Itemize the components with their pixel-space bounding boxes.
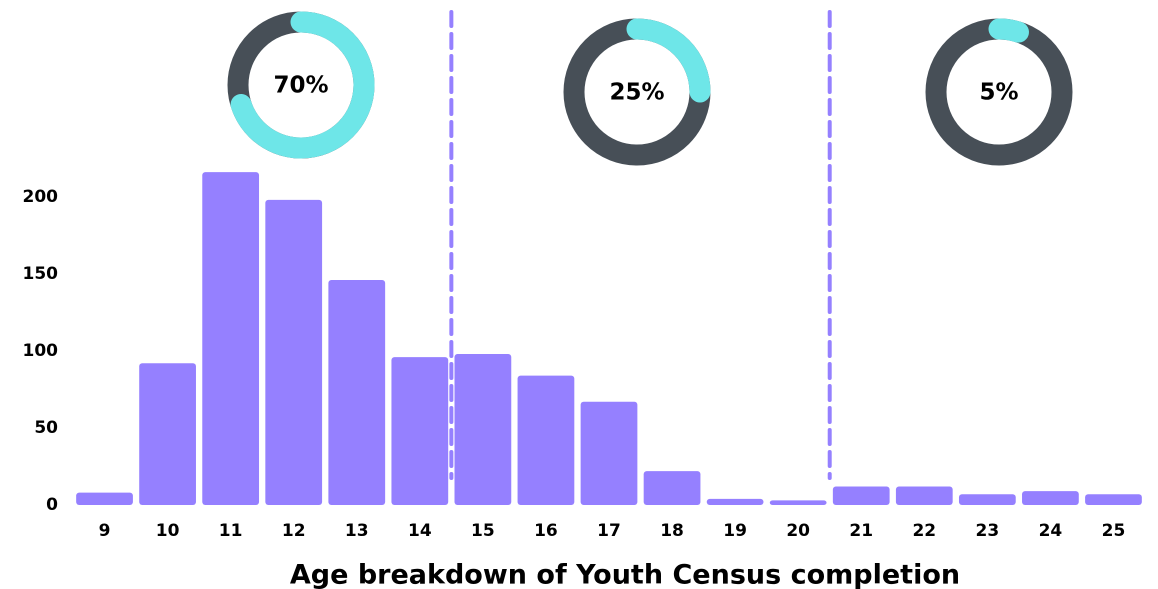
- bar: [1022, 491, 1079, 505]
- bar: [454, 353, 512, 505]
- y-tick-label: 50: [34, 418, 58, 438]
- x-tick-label: 16: [534, 521, 558, 541]
- y-tick-label: 100: [23, 341, 59, 361]
- bar: [328, 280, 386, 505]
- bar: [895, 486, 953, 505]
- x-tick-label: 15: [471, 521, 495, 541]
- y-tick-label: 150: [23, 264, 59, 284]
- x-tick-label: 12: [282, 521, 306, 541]
- x-tick-label: 10: [156, 521, 180, 541]
- x-tick-label: 24: [1039, 521, 1063, 541]
- y-tick-label: 200: [23, 187, 59, 207]
- x-tick-label: 9: [99, 521, 111, 541]
- donut-label: 5%: [979, 80, 1018, 106]
- x-tick-label: 22: [912, 521, 936, 541]
- x-tick-label: 23: [976, 521, 1000, 541]
- x-tick-label: 13: [345, 521, 369, 541]
- bar: [265, 199, 323, 505]
- x-tick-label: 11: [219, 521, 243, 541]
- x-axis-title: Age breakdown of Youth Census completion: [290, 560, 960, 589]
- bar: [832, 486, 890, 505]
- bar: [958, 494, 1016, 505]
- bar: [202, 172, 260, 505]
- donut-arc: [626, 18, 711, 103]
- donut-arc: [988, 18, 1029, 43]
- bar: [643, 471, 701, 505]
- bar: [391, 357, 449, 505]
- donut-label: 70%: [273, 73, 328, 99]
- x-tick-label: 21: [849, 521, 873, 541]
- bar: [1085, 494, 1142, 505]
- x-tick-label: 14: [408, 521, 432, 541]
- bar: [76, 492, 133, 505]
- bar: [706, 498, 764, 505]
- donut-arc: [230, 11, 375, 159]
- x-tick-label: 17: [597, 521, 621, 541]
- bar: [517, 375, 575, 505]
- x-tick-label: 25: [1102, 521, 1126, 541]
- bar: [769, 500, 827, 505]
- x-tick-label: 19: [723, 521, 747, 541]
- x-tick-label: 20: [786, 521, 810, 541]
- x-tick-label: 18: [660, 521, 684, 541]
- bar: [139, 363, 196, 505]
- donut-label: 25%: [609, 80, 664, 106]
- y-tick-label: 0: [46, 495, 58, 515]
- bar: [580, 401, 638, 505]
